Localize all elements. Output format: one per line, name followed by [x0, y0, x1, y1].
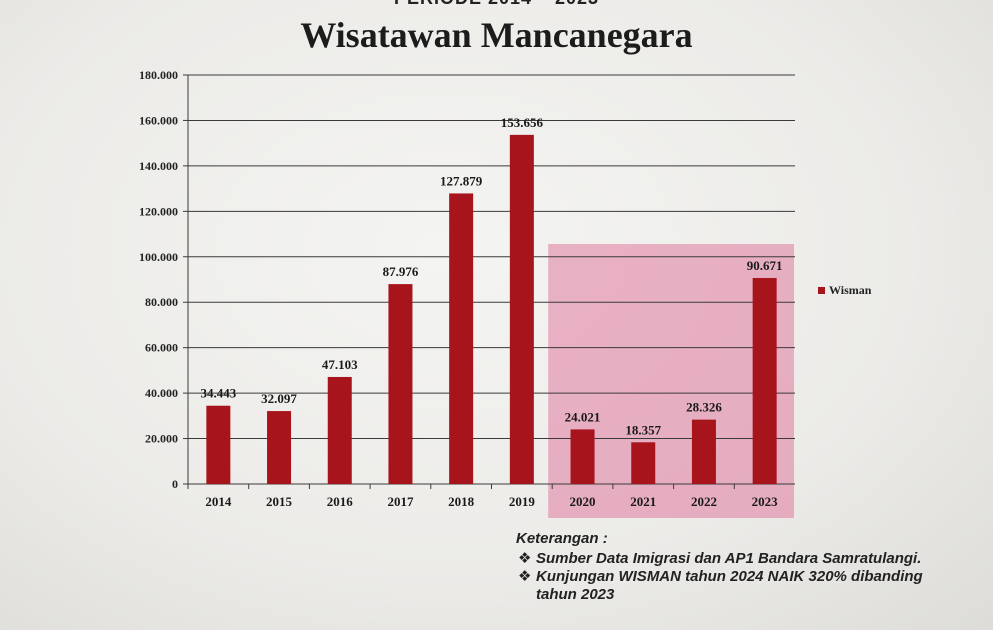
- x-tick-label: 2015: [266, 494, 293, 509]
- bar: [267, 411, 292, 484]
- bar: [631, 442, 656, 484]
- data-label: 24.021: [565, 409, 601, 424]
- y-tick-label: 160.000: [139, 113, 178, 127]
- bar: [691, 419, 716, 484]
- chart-period-heading: PERIODE 2014 – 2023: [0, 0, 993, 9]
- y-tick-label: 80.000: [145, 295, 178, 309]
- x-tick-label: 2018: [448, 494, 475, 509]
- data-label: 153.656: [501, 115, 544, 130]
- y-tick-label: 180.000: [139, 68, 178, 82]
- bar: [206, 405, 231, 484]
- x-tick-label: 2019: [509, 494, 536, 509]
- data-label: 32.097: [261, 391, 297, 406]
- x-tick-label: 2023: [752, 494, 779, 509]
- y-tick-label: 140.000: [139, 159, 178, 173]
- y-tick-label: 0: [172, 477, 178, 491]
- note-item: ❖ Sumber Data Imigrasi dan AP1 Bandara S…: [516, 550, 956, 568]
- y-tick-label: 40.000: [145, 386, 178, 400]
- x-tick-label: 2016: [327, 494, 354, 509]
- notes-section: Keterangan : ❖ Sumber Data Imigrasi dan …: [516, 530, 956, 604]
- chart-title: Wisatawan Mancanegara: [300, 15, 693, 55]
- diamond-bullet-icon: ❖: [518, 550, 532, 567]
- y-tick-label: 120.000: [139, 204, 178, 218]
- y-tick-label: 100.000: [139, 250, 178, 264]
- data-label: 34.443: [200, 386, 236, 401]
- bar: [388, 284, 413, 484]
- legend-swatch: [818, 287, 825, 294]
- x-tick-label: 2020: [570, 494, 596, 509]
- bar: [449, 193, 474, 485]
- data-label: 47.103: [322, 357, 358, 372]
- data-label: 18.357: [625, 422, 661, 437]
- data-label: 90.671: [747, 258, 783, 273]
- bar: [570, 429, 595, 484]
- data-label: 127.879: [440, 173, 483, 188]
- y-tick-label: 20.000: [145, 432, 178, 446]
- notes-heading: Keterangan :: [516, 530, 608, 547]
- note-text: Kunjungan WISMAN tahun 2024 NAIK 320% di…: [536, 568, 923, 603]
- note-item: ❖ Kunjungan WISMAN tahun 2024 NAIK 320% …: [516, 568, 956, 604]
- diamond-bullet-icon: ❖: [518, 568, 532, 585]
- data-label: 28.326: [686, 400, 722, 415]
- data-label: 87.976: [383, 264, 419, 279]
- x-tick-label: 2017: [387, 494, 414, 509]
- x-tick-label: 2021: [630, 494, 656, 509]
- bar: [752, 277, 777, 484]
- bar: [509, 134, 534, 484]
- x-tick-label: 2022: [691, 494, 717, 509]
- x-tick-label: 2014: [205, 494, 232, 509]
- y-tick-label: 60.000: [145, 341, 178, 355]
- legend-label: Wisman: [829, 283, 872, 297]
- bar: [327, 376, 352, 484]
- note-text: Sumber Data Imigrasi dan AP1 Bandara Sam…: [536, 550, 922, 567]
